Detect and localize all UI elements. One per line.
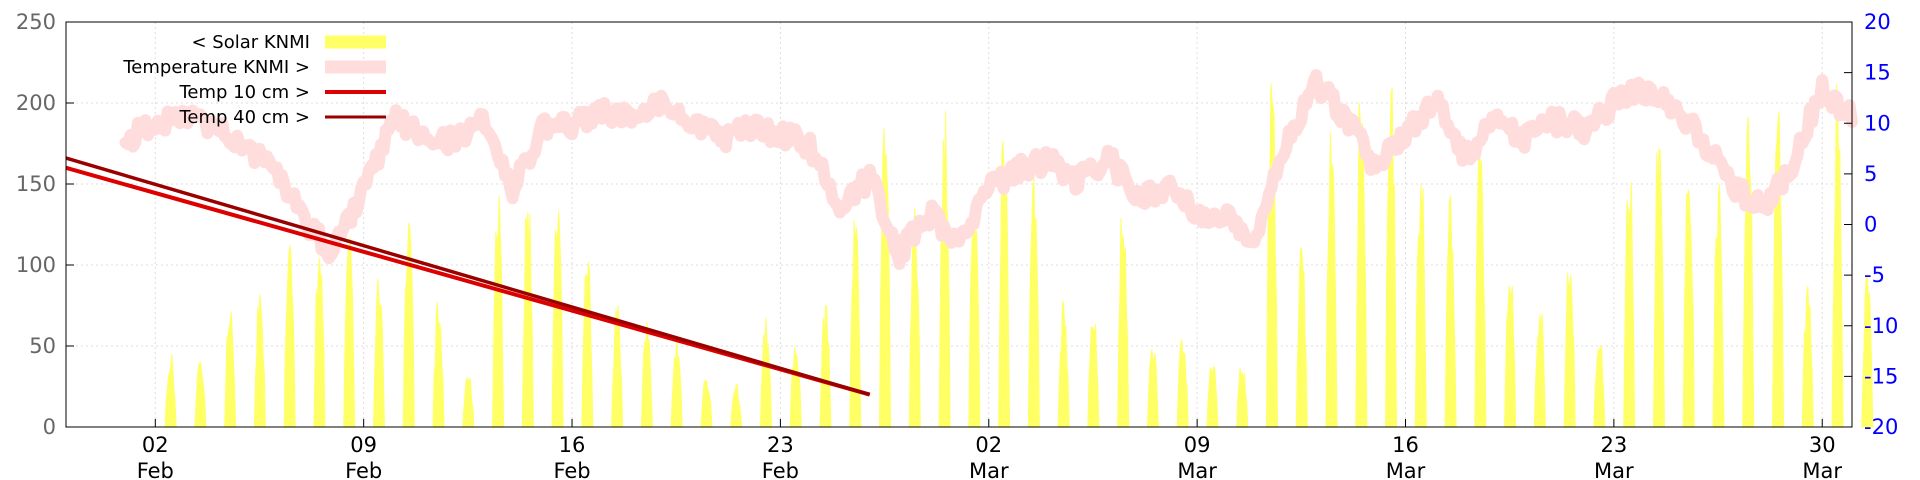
- right-tick-label-7: 15: [1864, 61, 1891, 85]
- solar-bar-2019-03-09: [1206, 366, 1219, 428]
- left-tick-label-2: 100: [16, 253, 56, 277]
- solar-bar-2019-02-16: [581, 261, 594, 428]
- solar-bar-2019-03-30: [1831, 83, 1844, 428]
- solar-bar-2019-03-21: [1563, 272, 1576, 428]
- solar-bar-2019-03-07: [1146, 349, 1159, 428]
- solar-bar-2019-02-05: [253, 294, 266, 428]
- solar-bar-2019-02-28: [938, 111, 951, 428]
- solar-bar-2019-03-15: [1385, 87, 1398, 428]
- left-tick-label-0: 0: [43, 415, 56, 439]
- solar-bar-2019-03-26: [1712, 183, 1725, 428]
- x-tick-month-8: Mar: [1802, 459, 1842, 480]
- solar-bar-2019-03-08: [1176, 339, 1189, 428]
- solar-bar-2019-02-02: [164, 354, 177, 428]
- x-tick-day-0: 02: [142, 433, 169, 457]
- solar-bar-2019-03-12: [1295, 248, 1308, 428]
- solar-bar-2019-03-23: [1623, 182, 1636, 428]
- right-tick-label-3: -5: [1864, 263, 1885, 287]
- legend-label-2: Temp 10 cm >: [178, 82, 310, 103]
- x-tick-month-2: Feb: [553, 459, 590, 480]
- solar-bar-2019-03-04: [1057, 300, 1070, 428]
- x-tick-month-4: Mar: [969, 459, 1009, 480]
- left-tick-label-1: 50: [29, 334, 56, 358]
- solar-bar-2019-02-10: [402, 222, 415, 428]
- solar-bar-2019-02-14: [521, 211, 534, 428]
- solar-bar-2019-03-20: [1533, 313, 1546, 428]
- solar-bar-2019-02-24: [819, 304, 832, 428]
- solar-bar-2019-02-11: [432, 302, 445, 428]
- solar-bar-2019-03-05: [1087, 323, 1100, 428]
- x-tick-month-5: Mar: [1177, 459, 1217, 480]
- x-tick-day-8: 30: [1809, 433, 1836, 457]
- right-tick-label-5: 5: [1864, 162, 1877, 186]
- left-tick-label-4: 200: [16, 91, 56, 115]
- x-tick-day-2: 16: [559, 433, 586, 457]
- right-tick-label-6: 10: [1864, 111, 1891, 135]
- x-tick-month-1: Feb: [345, 459, 382, 480]
- right-tick-label-4: 0: [1864, 213, 1877, 237]
- solar-bar-2019-03-31: [1861, 275, 1874, 428]
- x-tick-day-1: 09: [350, 433, 377, 457]
- solar-bar-2019-02-20: [700, 379, 713, 428]
- x-tick-day-5: 09: [1184, 433, 1211, 457]
- solar-bar-2019-02-17: [611, 305, 624, 428]
- right-tick-label-2: -10: [1864, 314, 1898, 338]
- solar-bar-2019-03-25: [1682, 189, 1695, 428]
- solar-series: [164, 83, 1874, 428]
- x-tick-day-6: 16: [1392, 433, 1419, 457]
- solar-bar-2019-03-18: [1474, 141, 1487, 428]
- temp-40cm-line: [65, 156, 871, 397]
- solar-bar-2019-03-16: [1414, 184, 1427, 428]
- solar-bar-2019-03-13: [1325, 132, 1338, 428]
- solar-bar-2019-03-17: [1444, 195, 1457, 428]
- x-tick-month-7: Mar: [1594, 459, 1634, 480]
- legend-label-0: < Solar KNMI: [191, 32, 310, 53]
- plot-area: [66, 22, 1852, 427]
- x-tick-day-3: 23: [767, 433, 794, 457]
- solar-bar-2019-03-22: [1593, 345, 1606, 428]
- right-tick-label-0: -20: [1864, 415, 1898, 439]
- left-tick-label-5: 250: [16, 10, 56, 34]
- solar-bar-2019-02-13: [492, 195, 505, 428]
- soil-temperature-series: [65, 156, 871, 397]
- solar-bar-2019-02-04: [224, 311, 237, 428]
- solar-bar-2019-03-19: [1504, 285, 1517, 428]
- legend: < Solar KNMI Temperature KNMI > Temp 10 cm…: [122, 32, 386, 128]
- solar-bar-2019-02-25: [849, 220, 862, 428]
- legend-label-1: Temperature KNMI >: [122, 57, 310, 78]
- solar-bar-2019-02-12: [462, 375, 475, 428]
- x-tick-month-3: Feb: [762, 459, 799, 480]
- axis-ticks: 050100150200250-20-15-10-50510152002Feb0…: [16, 10, 1898, 480]
- solar-bar-2019-02-19: [670, 337, 683, 428]
- solar-bar-2019-03-06: [1117, 217, 1130, 428]
- solar-bar-2019-02-22: [759, 317, 772, 428]
- solar-bar-2019-02-21: [730, 384, 743, 428]
- solar-bar-2019-03-03: [1027, 175, 1040, 428]
- right-tick-label-1: -15: [1864, 364, 1898, 388]
- solar-bar-2019-02-06: [283, 245, 296, 428]
- solar-bar-2019-02-15: [551, 211, 564, 428]
- solar-bar-2019-03-27: [1742, 116, 1755, 428]
- solar-bar-2019-03-10: [1236, 367, 1249, 428]
- x-tick-day-4: 02: [975, 433, 1002, 457]
- x-tick-month-6: Mar: [1386, 459, 1426, 480]
- temperature-knmi-line: [119, 69, 1858, 270]
- solar-bar-2019-02-03: [194, 361, 207, 428]
- solar-bar-2019-02-09: [372, 278, 386, 428]
- solar-bar-2019-03-24: [1652, 148, 1665, 428]
- x-tick-month-0: Feb: [137, 459, 174, 480]
- legend-label-3: Temp 40 cm >: [178, 107, 310, 128]
- x-tick-day-7: 23: [1600, 433, 1627, 457]
- right-tick-label-8: 20: [1864, 10, 1891, 34]
- left-tick-label-3: 150: [16, 172, 56, 196]
- solar-bar-2019-02-07: [313, 257, 326, 428]
- temperature-series: [119, 69, 1858, 270]
- solar-bar-2019-03-29: [1801, 285, 1814, 428]
